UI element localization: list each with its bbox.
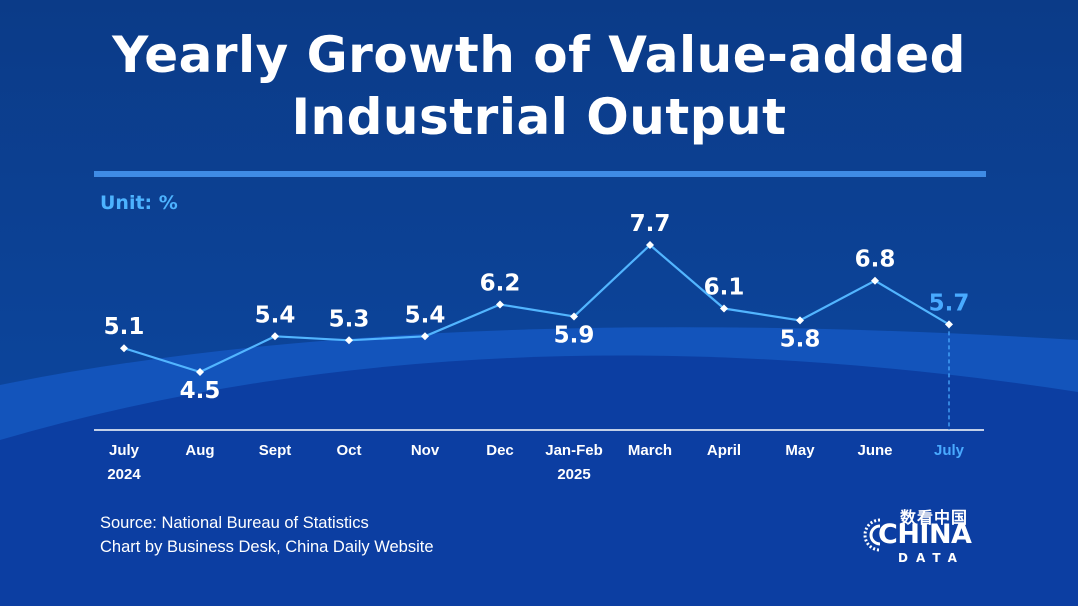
title-divider [94, 171, 986, 177]
china-data-logo: 数看中国 CHINA DATA [858, 504, 982, 568]
source-line: Source: National Bureau of Statistics [100, 514, 369, 532]
data-point [196, 368, 204, 376]
x-tick-label: Nov [411, 442, 440, 459]
x-tick-label: Aug [185, 442, 214, 459]
title-line-2: Industrial Output [291, 88, 787, 146]
data-label: 5.4 [405, 302, 446, 328]
data-label: 5.7 [929, 290, 970, 316]
logo-chinese-text: 数看中国 [900, 508, 969, 527]
data-point [345, 336, 353, 345]
x-tick-label: June [857, 442, 892, 459]
data-point [720, 304, 728, 313]
x-tick-label: Jan-Feb [545, 442, 603, 459]
x-tick-label: May [785, 442, 815, 459]
data-label: 6.1 [704, 275, 745, 301]
data-point [570, 312, 578, 321]
data-label: 6.2 [480, 271, 521, 297]
x-tick-label: March [628, 442, 672, 459]
x-tick-label: July [109, 442, 140, 459]
background-wave-dark [0, 355, 1078, 606]
data-point [796, 316, 804, 325]
data-point [496, 300, 504, 309]
logo-arc-icon [863, 518, 881, 552]
x-tick-label: July [934, 442, 965, 459]
x-tick-year-label: 2025 [557, 466, 590, 483]
unit-label: Unit: % [100, 192, 178, 214]
data-point [646, 241, 654, 249]
data-point [871, 276, 879, 285]
data-label: 7.7 [630, 211, 671, 237]
data-point [945, 320, 953, 329]
credit-line: Chart by Business Desk, China Daily Webs… [100, 538, 434, 556]
data-point [271, 332, 279, 341]
x-tick-label: Dec [486, 442, 514, 459]
chart-title: Yearly Growth of Value-added Industrial … [0, 24, 1078, 148]
data-label: 5.3 [329, 306, 370, 332]
series-line [123, 243, 950, 374]
data-label: 5.8 [780, 326, 821, 352]
source-note: Source: National Bureau of Statistics Ch… [100, 511, 434, 559]
logo-word: CHINA [878, 519, 972, 550]
logo-subword: DATA [898, 551, 965, 565]
x-tick-label: Oct [336, 442, 361, 459]
data-label: 4.5 [180, 378, 221, 404]
data-label: 5.1 [104, 314, 145, 340]
data-point [421, 332, 429, 341]
data-label: 6.8 [855, 247, 896, 273]
x-tick-year-label: 2024 [107, 466, 141, 483]
x-tick-label: Sept [259, 442, 292, 459]
data-label: 5.4 [255, 302, 296, 328]
x-tick-label: April [707, 442, 741, 459]
data-label: 5.9 [554, 322, 595, 348]
title-line-1: Yearly Growth of Value-added [112, 26, 966, 84]
data-point [120, 344, 128, 353]
